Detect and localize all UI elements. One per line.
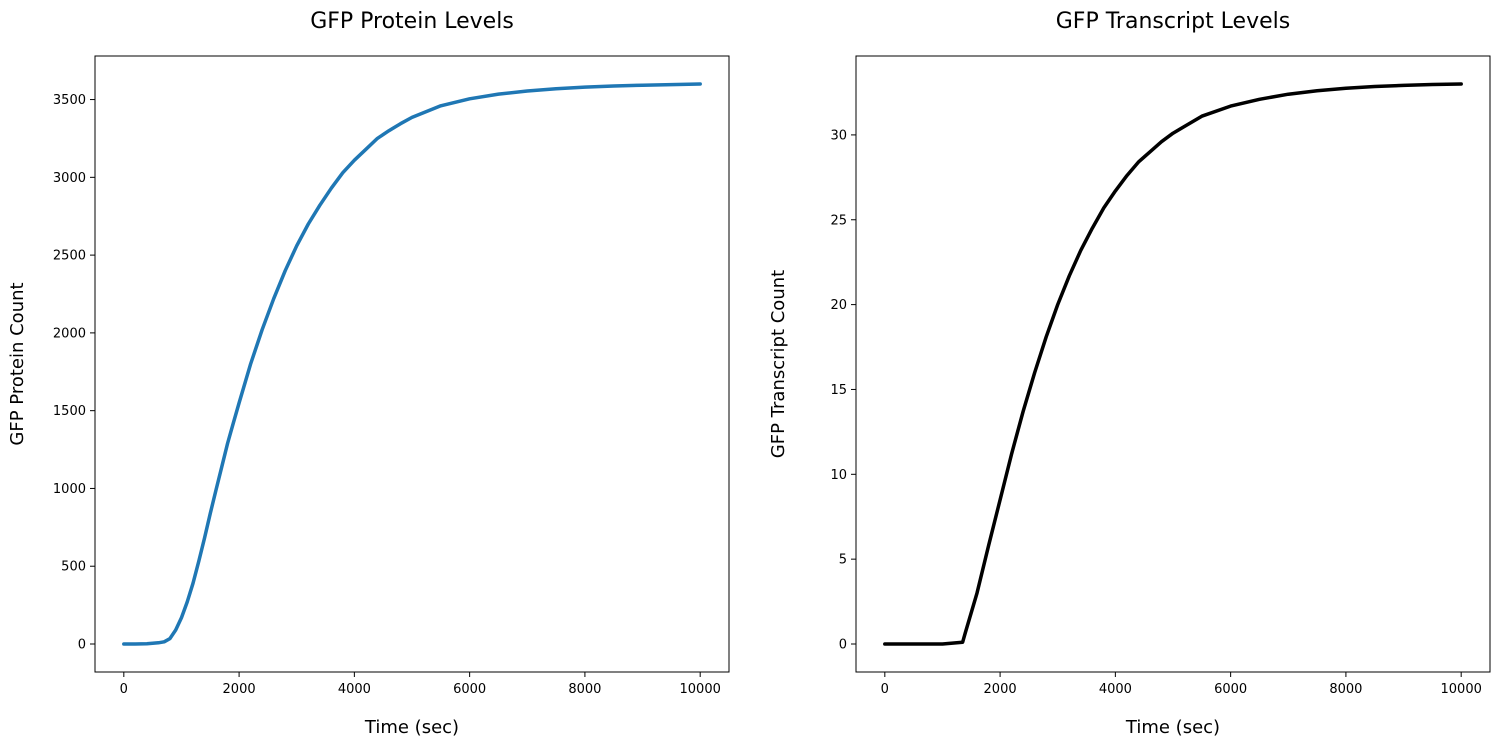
x-tick-label: 8000: [1329, 682, 1362, 697]
y-tick-label: 30: [830, 128, 847, 143]
y-tick-label: 15: [830, 383, 847, 398]
chart-title: GFP Transcript Levels: [1056, 9, 1290, 34]
x-tick-label: 0: [120, 682, 128, 697]
y-tick-label: 3000: [53, 171, 86, 186]
x-tick-label: 6000: [453, 682, 486, 697]
y-tick-label: 25: [830, 213, 847, 228]
plot-frame: [94, 55, 730, 673]
x-tick-label: 4000: [338, 682, 371, 697]
y-tick-label: 10: [830, 468, 847, 483]
y-tick-label: 1000: [53, 482, 86, 497]
x-tick-label: 6000: [1214, 682, 1247, 697]
y-tick-label: 1500: [53, 404, 86, 419]
y-tick-label: 20: [830, 298, 847, 313]
x-tick-label: 0: [881, 682, 889, 697]
y-tick-label: 2500: [53, 249, 86, 264]
y-axis-label: GFP Transcript Count: [768, 270, 789, 458]
series-line: [122, 82, 702, 646]
x-tick-label: 10000: [1441, 682, 1482, 697]
x-tick-label: 2000: [984, 682, 1017, 697]
plot-frame: [855, 55, 1491, 673]
y-tick-label: 5: [839, 553, 847, 568]
y-tick-label: 0: [839, 638, 847, 653]
y-tick-label: 2000: [53, 326, 86, 341]
x-tick-label: 8000: [568, 682, 601, 697]
x-axis-label: Time (sec): [364, 717, 459, 738]
x-axis-label: Time (sec): [1125, 717, 1220, 738]
y-tick-label: 500: [61, 560, 86, 575]
series-line: [883, 82, 1463, 646]
y-tick-label: 0: [78, 638, 86, 653]
chart-title: GFP Protein Levels: [310, 9, 514, 34]
y-tick-label: 3500: [53, 93, 86, 108]
y-axis-label: GFP Protein Count: [7, 282, 28, 445]
x-tick-label: 2000: [223, 682, 256, 697]
x-tick-label: 10000: [680, 682, 721, 697]
x-tick-label: 4000: [1099, 682, 1132, 697]
